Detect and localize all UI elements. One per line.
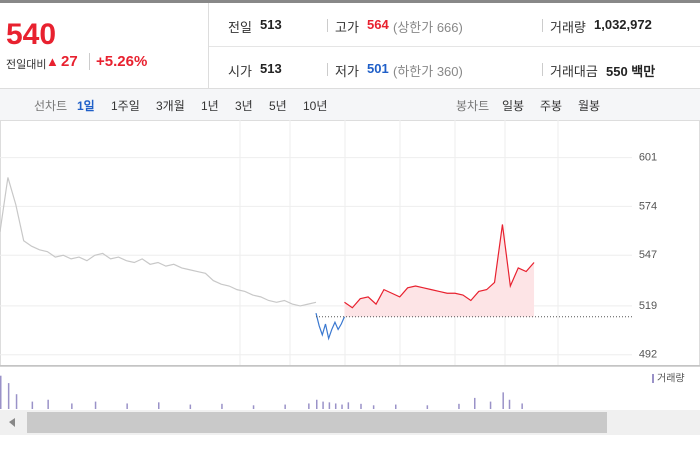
- scroll-arrow: [9, 418, 15, 427]
- volume-bar: [252, 405, 255, 409]
- stat-label: 거래대금: [550, 64, 598, 79]
- top-border: [0, 0, 700, 3]
- y-tick-label: 601: [639, 151, 657, 163]
- price-line: [315, 313, 345, 341]
- volume-bar: [474, 397, 476, 409]
- volume-bar: [94, 401, 97, 409]
- change: 27: [61, 53, 78, 70]
- volume-bar: [316, 399, 318, 409]
- volume-bar: [328, 402, 331, 409]
- y-tick-label: 492: [639, 349, 657, 361]
- volume-bar: [334, 403, 337, 409]
- price-line: [0, 177, 317, 307]
- stat-label: 고가: [335, 20, 359, 35]
- stat-sep: [327, 19, 328, 32]
- volume-bar: [308, 403, 310, 409]
- volume-bar: [502, 392, 504, 409]
- candle-tab[interactable]: 일봉: [502, 99, 525, 113]
- period-tab[interactable]: 1일: [77, 99, 95, 113]
- price: 540: [6, 18, 57, 51]
- stat-sep: [542, 63, 543, 76]
- stat-label: 거래량: [550, 20, 586, 35]
- volume-bar: [347, 402, 350, 409]
- legend-label: 거래량: [657, 373, 685, 385]
- area: [344, 224, 535, 317]
- volume-bar: [458, 403, 460, 409]
- volume-bar: [322, 401, 324, 409]
- stat-value: 501: [367, 61, 389, 76]
- volume-bar: [221, 403, 223, 409]
- y-tick-label: 547: [639, 249, 657, 261]
- divider: [209, 46, 700, 47]
- volume-bar: [395, 404, 397, 409]
- candle-tab[interactable]: 월봉: [578, 99, 601, 113]
- volume-bar: [521, 403, 523, 409]
- volume-bar: [508, 399, 511, 409]
- quote-box: [0, 3, 209, 88]
- volume-bar: [0, 375, 2, 409]
- volume-bar: [341, 404, 343, 409]
- stat-sep: [327, 63, 328, 76]
- stat-sep: [542, 19, 543, 32]
- stat-value: 564: [367, 17, 389, 32]
- period-tab[interactable]: 1주일: [111, 99, 140, 113]
- legend-swatch: [652, 374, 654, 383]
- volume-bar: [47, 399, 49, 409]
- y-tick-label: 574: [639, 200, 657, 212]
- volume-bar: [126, 403, 128, 409]
- stat-label: 시가: [228, 64, 252, 79]
- y-tick-label: 519: [639, 300, 657, 312]
- volume-bar: [426, 405, 429, 409]
- volume-bar: [189, 404, 192, 409]
- change-rate: +5.26%: [89, 53, 147, 70]
- volume-bar: [71, 403, 73, 409]
- stat-note: (하한가 360): [393, 64, 463, 79]
- stat-value: 550 백만: [606, 64, 656, 79]
- volume-bar: [31, 401, 34, 409]
- change-arrow: ▲: [46, 54, 59, 69]
- change-label: 전일대비: [6, 59, 47, 71]
- stat-value: 513: [260, 61, 282, 76]
- volume-bar: [360, 403, 362, 409]
- tab-label: 봉차트: [456, 99, 490, 113]
- period-tab[interactable]: 3년: [235, 99, 253, 113]
- period-tab[interactable]: 3개월: [156, 99, 185, 113]
- period-tab[interactable]: 5년: [269, 99, 287, 113]
- period-tab[interactable]: 10년: [303, 99, 328, 113]
- volume-bar: [489, 401, 492, 409]
- stat-label: 저가: [335, 64, 359, 79]
- candle-tab[interactable]: 주봉: [540, 99, 563, 113]
- period-tab[interactable]: 1년: [201, 99, 219, 113]
- volume-bar: [158, 402, 160, 409]
- volume-bar: [7, 383, 10, 409]
- stat-note: (상한가 666): [393, 20, 463, 35]
- stat-value: 1,032,972: [594, 17, 652, 32]
- volume-bar: [15, 394, 18, 409]
- volume-bar: [284, 404, 286, 409]
- volume-bar: [372, 405, 375, 409]
- price-line: [344, 224, 535, 309]
- scroll-thumb: [27, 412, 607, 433]
- tab-label: 선차트: [34, 99, 68, 113]
- stat-label: 전일: [228, 20, 252, 35]
- stat-value: 513: [260, 17, 282, 32]
- chart: 492 519 547 574 601 거래량: [0, 120, 700, 435]
